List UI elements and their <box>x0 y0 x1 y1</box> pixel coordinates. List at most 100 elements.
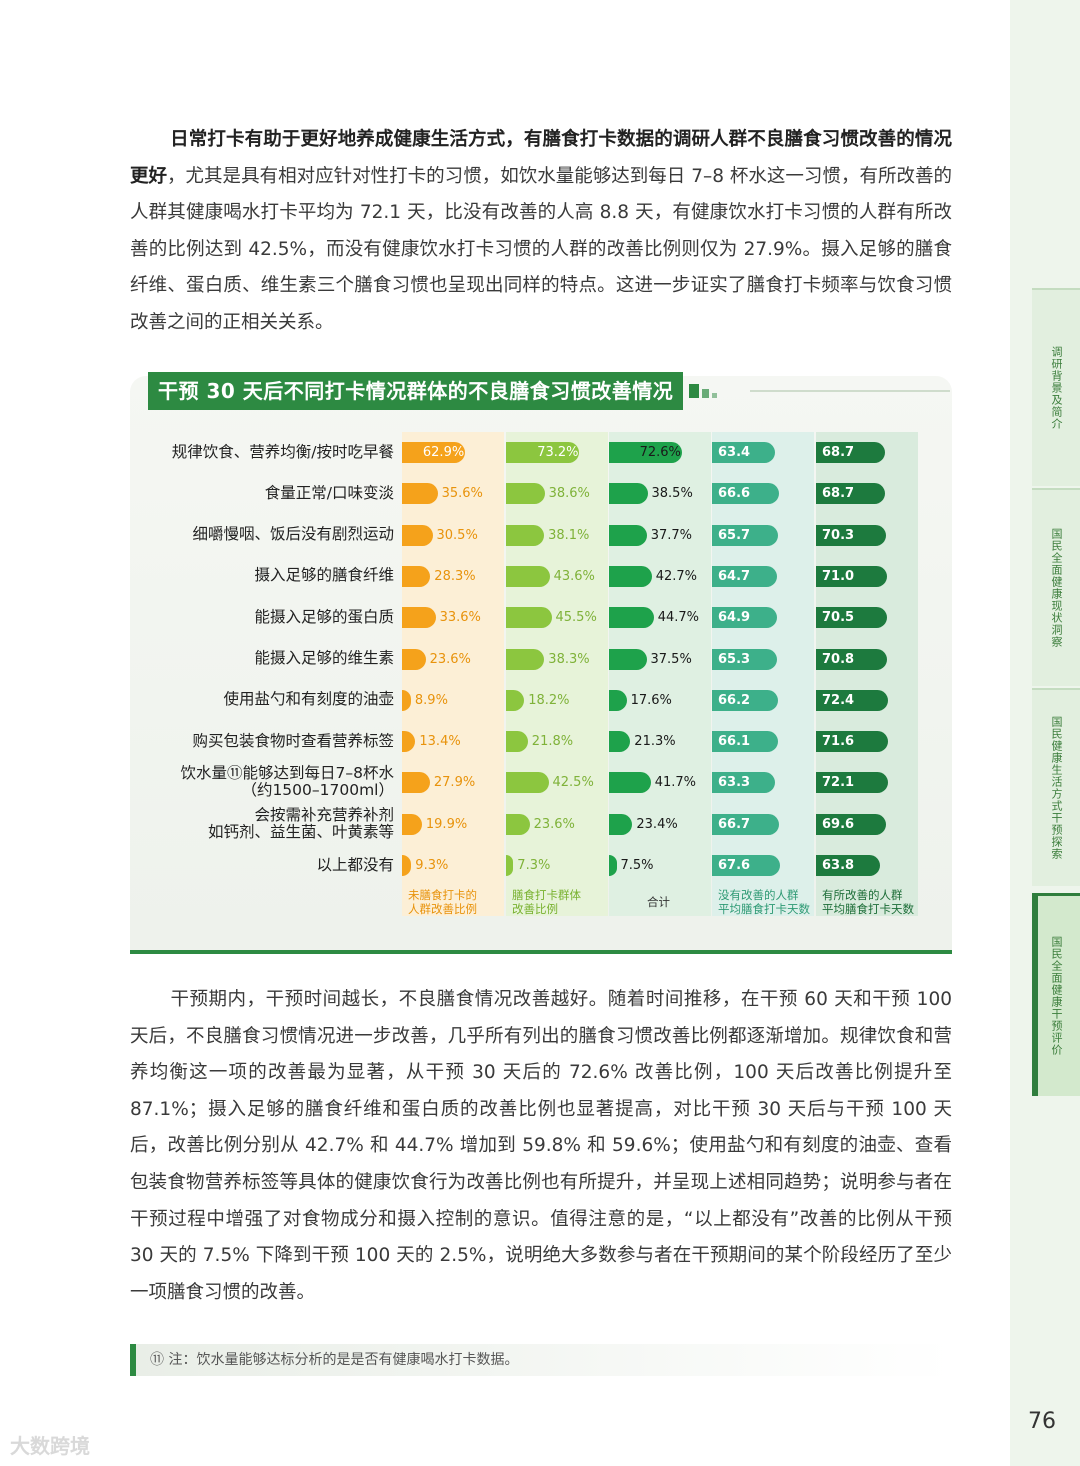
bar-value-label: 45.5% <box>555 610 597 626</box>
bar-value-label: 38.5% <box>651 486 693 502</box>
bar <box>816 689 889 711</box>
bar <box>816 855 880 876</box>
bar <box>402 607 436 629</box>
footnote: ⑪ 注：饮水量能够达标分析的是是否有健康喝水打卡数据。 <box>130 1344 952 1376</box>
bar <box>712 813 779 835</box>
column-heading-line: 平均膳食打卡天数 <box>718 902 810 916</box>
column-background-1 <box>402 432 504 916</box>
bar-value-label: 23.4% <box>636 816 678 832</box>
bar-value-label: 18.2% <box>528 692 570 708</box>
bar <box>609 565 652 587</box>
paragraph-body: 干预期内，干预时间越长，不良膳食情况改善越好。随着时间推移，在干预 60 天和干… <box>130 989 952 1303</box>
bar <box>609 731 631 753</box>
bar-value-label: 43.6% <box>553 568 595 584</box>
row-label-line: 饮水量⑪能够达到每日7–8杯水 <box>180 764 394 783</box>
side-tab-label: 国民全面健康干预评价 <box>1050 936 1063 1056</box>
row-label: 能摄入足够的维生素 <box>254 650 394 667</box>
bar-value-label: 17.6% <box>630 692 672 708</box>
bar-value-label: 65.3 <box>718 651 751 667</box>
chart-panel: 干预 30 天后不同打卡情况群体的不良膳食习惯改善情况 规律饮食、营养均衡/按时… <box>130 372 952 954</box>
bar-value-label: 27.9% <box>433 775 476 791</box>
bar-value-label: 70.3 <box>822 527 855 543</box>
bar-value-label: 19.9% <box>425 816 468 832</box>
bar <box>712 483 779 505</box>
bar <box>506 689 525 711</box>
bar <box>506 524 545 546</box>
bar <box>712 524 778 546</box>
bar <box>712 689 779 711</box>
column-heading: 膳食打卡群体 改善比例 <box>512 888 581 916</box>
bar <box>506 772 549 794</box>
side-tab-lifestyle-intervention[interactable]: 国民健康生活方式干预探索 <box>1032 688 1080 886</box>
bar-value-label: 21.3% <box>634 734 676 750</box>
row-label-line: 以上都没有 <box>316 855 394 874</box>
bar-value-label: 63.4 <box>718 445 751 460</box>
bar-value-label: 66.7 <box>718 816 751 832</box>
paragraph-body: ，尤其是具有相对应针对性打卡的习惯，如饮水量能够达到每日 7–8 杯水这一习惯，… <box>130 165 952 333</box>
bar-value-label: 63.3 <box>718 775 751 791</box>
bar <box>816 813 886 835</box>
column-heading-line: 没有改善的人群 <box>718 888 799 902</box>
side-tab-intervention-evaluation-active[interactable]: 国民全面健康干预评价 <box>1032 893 1080 1096</box>
bar-value-label: 68.7 <box>822 445 855 460</box>
bar <box>402 772 430 794</box>
bar <box>712 731 779 753</box>
side-tab-label: 国民健康生活方式干预探索 <box>1050 716 1063 860</box>
row-label: 细嚼慢咽、饭后没有剧烈运动 <box>192 526 394 543</box>
bar <box>609 813 633 835</box>
bar-value-label: 8.9% <box>414 692 448 708</box>
column-heading-line: 未膳食打卡的 <box>408 888 477 902</box>
row-label: 规律饮食、营养均衡/按时吃早餐 <box>172 443 394 461</box>
bar-value-label: 67.6 <box>718 858 751 873</box>
column-background-3 <box>609 432 711 916</box>
column-heading-line: 平均膳食打卡天数 <box>822 902 914 916</box>
bar <box>816 524 887 546</box>
bar <box>506 607 552 629</box>
bar-value-label: 42.5% <box>552 775 594 791</box>
column-heading-line: 有所改善的人群 <box>822 888 903 902</box>
column-background-4 <box>712 432 814 916</box>
bar <box>816 442 885 463</box>
bar <box>609 689 627 711</box>
column-heading: 没有改善的人群 平均膳食打卡天数 <box>718 888 810 916</box>
row-label-line: 摄入足够的膳食纤维 <box>254 566 394 585</box>
bar <box>816 731 888 753</box>
bar <box>402 648 426 670</box>
side-tab-label: 国民全面健康现状洞察 <box>1050 528 1063 648</box>
bar-value-label: 28.3% <box>434 568 476 584</box>
bar-value-label: 71.6 <box>822 734 855 750</box>
column-heading-line: 膳食打卡群体 <box>512 888 581 902</box>
bar-value-label: 38.1% <box>548 527 590 543</box>
bar-value-label: 33.6% <box>439 610 481 626</box>
bar-value-label: 7.5% <box>620 858 654 873</box>
bar-value-label: 23.6% <box>429 651 471 667</box>
side-tab-label: 调研背景及简介 <box>1050 346 1063 430</box>
bar-value-label: 71.0 <box>822 568 855 584</box>
chart-title: 干预 30 天后不同打卡情况群体的不良膳食习惯改善情况 <box>148 372 684 410</box>
bar-value-label: 68.7 <box>822 486 855 502</box>
bar <box>609 855 617 876</box>
side-tab-background[interactable]: 调研背景及简介 <box>1032 288 1080 486</box>
row-label-line: 使用盐勺和有刻度的油壶 <box>223 690 394 709</box>
bar-value-label: 70.8 <box>822 651 855 667</box>
bar-value-label: 42.7% <box>655 568 697 584</box>
bar <box>506 648 545 670</box>
column-heading: 有所改善的人群 平均膳食打卡天数 <box>822 888 914 916</box>
bar-value-label: 41.7% <box>654 775 696 791</box>
intro-paragraph: 日常打卡有助于更好地养成健康生活方式，有膳食打卡数据的调研人群不良膳食习惯改善的… <box>130 122 952 342</box>
bar <box>402 855 412 876</box>
row-label: 能摄入足够的蛋白质 <box>254 608 394 626</box>
bar <box>402 731 416 753</box>
watermark: 大数跨境 <box>10 1434 90 1458</box>
column-heading: 合计 <box>647 895 670 909</box>
column-heading-line: 人群改善比例 <box>408 902 477 916</box>
side-tab-status-insight[interactable]: 国民全面健康现状洞察 <box>1032 488 1080 686</box>
bar <box>506 565 550 587</box>
column-heading-line: 合计 <box>647 895 670 909</box>
bar-value-label: 38.6% <box>548 486 590 502</box>
analysis-paragraph: 干预期内，干预时间越长，不良膳食情况改善越好。随着时间推移，在干预 60 天和干… <box>130 982 952 1311</box>
row-label-line: （约1500–1700ml） <box>241 781 394 800</box>
bar-value-label: 38.3% <box>548 651 590 667</box>
page-number: 76 <box>1028 1409 1056 1434</box>
bar <box>506 813 530 835</box>
